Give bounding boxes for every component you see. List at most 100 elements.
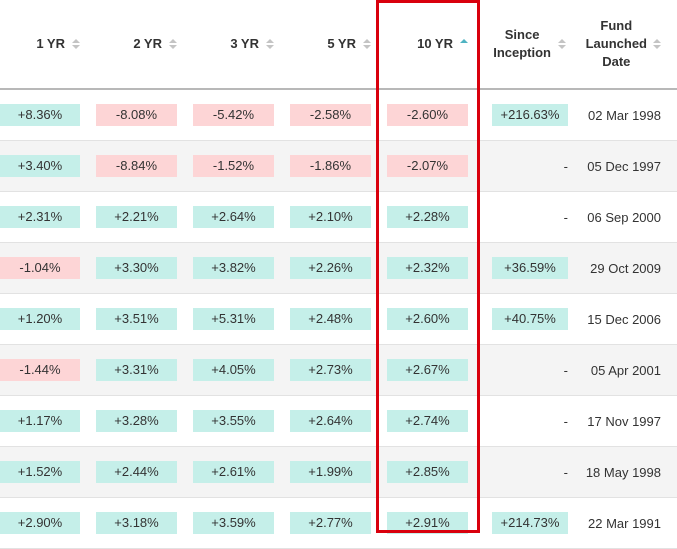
positive-return-badge: +3.28% (96, 410, 177, 432)
positive-return-badge: +2.91% (387, 512, 468, 534)
positive-return-badge: +2.26% (290, 257, 371, 279)
sort-icon[interactable] (653, 39, 661, 49)
negative-return-badge: -2.58% (290, 104, 371, 126)
cell-since: +214.73% (484, 497, 582, 549)
positive-return-badge: +5.31% (193, 308, 274, 330)
column-header-1yr[interactable]: 1 YR (0, 0, 96, 90)
cell-yr2: +3.51% (96, 293, 193, 345)
column-header-label: 1 YR (36, 36, 65, 51)
cell-since: +36.59% (484, 242, 582, 294)
positive-return-badge: +3.51% (96, 308, 177, 330)
cell-since: +216.63% (484, 89, 582, 141)
column-header-label: Since Inception (493, 27, 551, 60)
column-header-label: 2 YR (133, 36, 162, 51)
negative-return-badge: -5.42% (193, 104, 274, 126)
empty-value: - (563, 209, 568, 225)
negative-return-badge: -2.60% (387, 104, 468, 126)
cell-yr3: +2.64% (193, 191, 290, 243)
cell-yr2: +3.30% (96, 242, 193, 294)
positive-return-badge: +2.44% (96, 461, 177, 483)
cell-launch-date: 17 Nov 1997 (582, 395, 677, 447)
cell-yr3: +3.59% (193, 497, 290, 549)
positive-return-badge: +2.64% (290, 410, 371, 432)
sort-icon[interactable] (169, 39, 177, 49)
negative-return-badge: -8.08% (96, 104, 177, 126)
table-row: -1.44% +3.31% +4.05% +2.73% +2.67% - 05 Apr 20… (0, 344, 677, 396)
column-header-2yr[interactable]: 2 YR (96, 0, 193, 90)
cell-yr5: +2.73% (290, 344, 387, 396)
sort-icon[interactable] (558, 39, 566, 49)
sort-icon[interactable] (72, 39, 80, 49)
table-row: +2.90% +3.18% +3.59% +2.77% +2.91% +214.73% 22… (0, 497, 677, 549)
cell-yr2: -8.84% (96, 140, 193, 192)
column-header-since-inception[interactable]: Since Inception (484, 0, 582, 90)
positive-return-badge: +1.52% (0, 461, 80, 483)
column-header-fund-launched-date[interactable]: Fund Launched Date (582, 0, 677, 90)
cell-yr2: +3.31% (96, 344, 193, 396)
negative-return-badge: -8.84% (96, 155, 177, 177)
table-row: +1.20% +3.51% +5.31% +2.48% +2.60% +40.75% 15 … (0, 293, 677, 345)
table-row: +3.40% -8.84% -1.52% -1.86% -2.07% - 05 Dec 19… (0, 140, 677, 192)
sort-icon[interactable] (266, 39, 274, 49)
column-header-10yr[interactable]: 10 YR (387, 0, 484, 90)
cell-since: - (484, 191, 582, 243)
cell-yr5: +2.10% (290, 191, 387, 243)
cell-yr1: -1.44% (0, 344, 96, 396)
positive-return-badge: +1.99% (290, 461, 371, 483)
negative-return-badge: -1.86% (290, 155, 371, 177)
cell-launch-date: 15 Dec 2006 (582, 293, 677, 345)
cell-yr1: +1.17% (0, 395, 96, 447)
positive-return-badge: +2.85% (387, 461, 468, 483)
cell-yr3: +2.61% (193, 446, 290, 498)
cell-yr3: -5.42% (193, 89, 290, 141)
cell-yr10: -2.07% (387, 140, 484, 192)
empty-value: - (563, 413, 568, 429)
cell-since: - (484, 446, 582, 498)
positive-return-badge: +2.60% (387, 308, 468, 330)
positive-return-badge: +214.73% (492, 512, 568, 534)
positive-return-badge: +3.31% (96, 359, 177, 381)
launch-date-text: 15 Dec 2006 (587, 311, 661, 327)
positive-return-badge: +2.10% (290, 206, 371, 228)
table-row: +1.52% +2.44% +2.61% +1.99% +2.85% - 18 May 19… (0, 446, 677, 498)
cell-since: +40.75% (484, 293, 582, 345)
cell-yr1: -1.04% (0, 242, 96, 294)
cell-yr2: +2.44% (96, 446, 193, 498)
empty-value: - (563, 464, 568, 480)
column-header-3yr[interactable]: 3 YR (193, 0, 290, 90)
positive-return-badge: +3.55% (193, 410, 274, 432)
launch-date-text: 22 Mar 1991 (588, 515, 661, 531)
launch-date-text: 06 Sep 2000 (587, 209, 661, 225)
launch-date-text: 29 Oct 2009 (590, 260, 661, 276)
cell-yr10: +2.60% (387, 293, 484, 345)
negative-return-badge: -2.07% (387, 155, 468, 177)
launch-date-text: 05 Dec 1997 (587, 158, 661, 174)
sort-ascending-icon[interactable] (460, 39, 468, 49)
sort-icon[interactable] (363, 39, 371, 49)
column-header-5yr[interactable]: 5 YR (290, 0, 387, 90)
cell-yr1: +1.52% (0, 446, 96, 498)
negative-return-badge: -1.04% (0, 257, 80, 279)
cell-launch-date: 29 Oct 2009 (582, 242, 677, 294)
positive-return-badge: +216.63% (492, 104, 568, 126)
cell-yr1: +1.20% (0, 293, 96, 345)
cell-launch-date: 05 Apr 2001 (582, 344, 677, 396)
positive-return-badge: +3.82% (193, 257, 274, 279)
positive-return-badge: +2.74% (387, 410, 468, 432)
cell-since: - (484, 344, 582, 396)
positive-return-badge: +1.20% (0, 308, 80, 330)
cell-yr10: +2.32% (387, 242, 484, 294)
cell-yr2: +2.21% (96, 191, 193, 243)
cell-since: - (484, 395, 582, 447)
cell-yr1: +2.31% (0, 191, 96, 243)
launch-date-text: 17 Nov 1997 (587, 413, 661, 429)
table-row: +1.17% +3.28% +3.55% +2.64% +2.74% - 17 Nov 19… (0, 395, 677, 447)
positive-return-badge: +2.64% (193, 206, 274, 228)
column-header-label: Fund Launched Date (585, 18, 647, 69)
cell-yr10: +2.28% (387, 191, 484, 243)
cell-yr10: +2.91% (387, 497, 484, 549)
table-header-row: 1 YR 2 YR 3 YR 5 YR 10 YR Since Inception (0, 0, 677, 90)
cell-yr3: -1.52% (193, 140, 290, 192)
table-row: +2.31% +2.21% +2.64% +2.10% +2.28% - 06 Sep 20… (0, 191, 677, 243)
